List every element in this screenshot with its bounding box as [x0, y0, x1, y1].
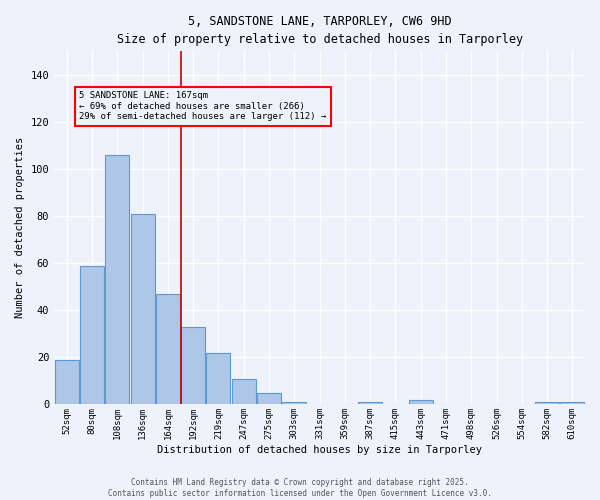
Bar — [55, 360, 79, 405]
Text: 5 SANDSTONE LANE: 167sqm
← 69% of detached houses are smaller (266)
29% of semi-: 5 SANDSTONE LANE: 167sqm ← 69% of detach… — [79, 92, 326, 121]
X-axis label: Distribution of detached houses by size in Tarporley: Distribution of detached houses by size … — [157, 445, 482, 455]
Bar — [232, 378, 256, 404]
Title: 5, SANDSTONE LANE, TARPORLEY, CW6 9HD
Size of property relative to detached hous: 5, SANDSTONE LANE, TARPORLEY, CW6 9HD Si… — [116, 15, 523, 46]
Y-axis label: Number of detached properties: Number of detached properties — [15, 137, 25, 318]
Bar — [257, 392, 281, 404]
Bar — [131, 214, 155, 404]
Bar — [535, 402, 559, 404]
Bar — [409, 400, 433, 404]
Bar — [560, 402, 584, 404]
Text: Contains HM Land Registry data © Crown copyright and database right 2025.
Contai: Contains HM Land Registry data © Crown c… — [108, 478, 492, 498]
Bar — [181, 326, 205, 404]
Bar — [80, 266, 104, 404]
Bar — [106, 155, 130, 404]
Bar — [282, 402, 307, 404]
Bar — [156, 294, 180, 405]
Bar — [358, 402, 382, 404]
Bar — [206, 352, 230, 405]
